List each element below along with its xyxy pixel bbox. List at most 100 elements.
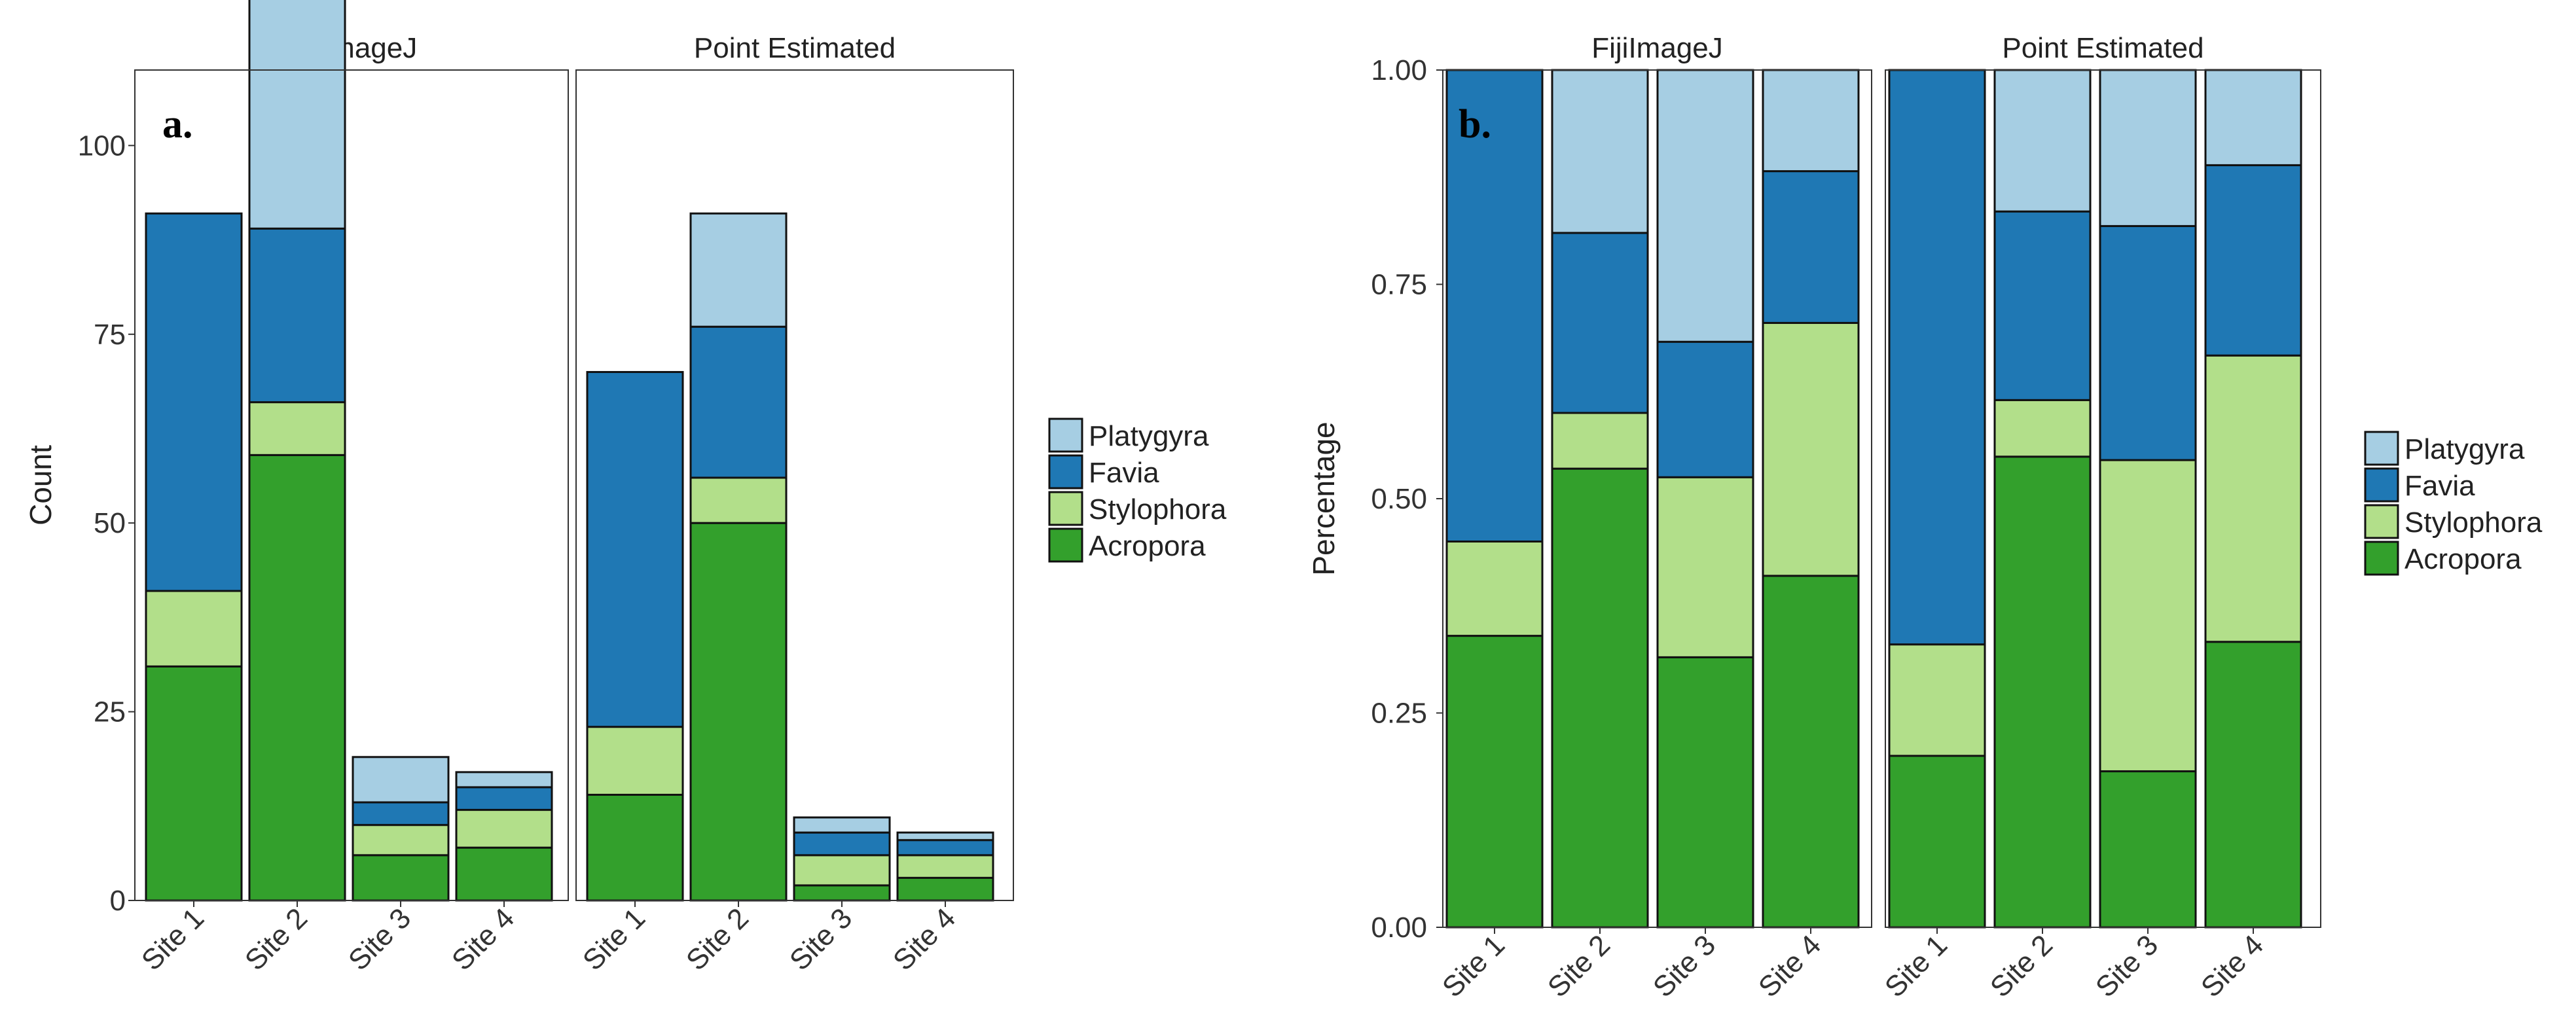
bar-stylophora-site-2	[1551, 412, 1649, 470]
facet-frame	[1885, 69, 2321, 928]
bar-stylophora-site-4	[455, 809, 553, 849]
legend-label-acropora: Acropora	[2404, 543, 2522, 575]
bar-favia-site-4	[455, 786, 553, 811]
bar-platygyra-site-4	[2204, 69, 2302, 166]
bar-favia-site-1	[1445, 69, 1544, 543]
bar-favia-site-3	[1656, 340, 1754, 478]
bar-acropora-site-1	[586, 793, 684, 902]
bar-favia-site-4	[1762, 170, 1860, 324]
bar-acropora-site-4	[455, 846, 553, 902]
x-tick-label: Site 1	[577, 902, 651, 976]
x-tick-label: Site 3	[342, 902, 417, 976]
bar-platygyra-site-3	[2099, 69, 2197, 227]
bar-stylophora-site-3	[352, 824, 450, 857]
bar-acropora-site-2	[248, 454, 346, 902]
x-tick-label: Site 2	[239, 902, 314, 976]
legend-swatch-favia	[2364, 467, 2399, 503]
bar-platygyra-site-4	[1762, 69, 1860, 173]
y-tick-label: 25	[94, 696, 126, 728]
legend-label-platygyra: Platygyra	[2404, 433, 2525, 465]
bar-acropora-site-2	[689, 522, 788, 902]
x-tick-label: Site 4	[446, 902, 520, 976]
bar-stylophora-site-1	[1445, 541, 1544, 637]
y-axis-title: Count	[24, 445, 58, 525]
legend: Platygyra Favia Stylophora Acropora	[2364, 431, 2543, 576]
legend-swatch-acropora	[2364, 541, 2399, 576]
bar-platygyra-site-2	[248, 0, 346, 230]
facet-title: Point Estimated	[694, 32, 896, 64]
y-tick-label: 0.00	[1371, 912, 1427, 944]
legend-label-platygyra: Platygyra	[1089, 420, 1209, 452]
x-tick-label: Site 2	[1542, 929, 1616, 1003]
y-tick-label: 100	[78, 130, 126, 162]
bar-acropora-site-3	[352, 854, 450, 902]
y-tick-label: 0.25	[1371, 698, 1427, 730]
bar-favia-site-1	[1888, 69, 1986, 646]
x-tick-label: Site 4	[2195, 929, 2270, 1003]
bar-favia-site-2	[1993, 210, 2092, 401]
bar-stylophora-site-2	[248, 401, 346, 456]
bar-favia-site-4	[2204, 164, 2302, 357]
bar-stylophora-site-1	[145, 590, 243, 667]
y-tick-label: 0.50	[1371, 483, 1427, 515]
bar-platygyra-site-3	[793, 816, 891, 834]
legend-label-stylophora: Stylophora	[1089, 493, 1227, 525]
x-tick-label: Site 3	[2090, 929, 2164, 1003]
bar-platygyra-site-4	[896, 831, 994, 842]
bar-favia-site-1	[586, 370, 684, 728]
bar-favia-site-4	[896, 839, 994, 857]
legend-label-stylophora: Stylophora	[2404, 507, 2543, 539]
legend: Platygyra Favia Stylophora Acropora	[1048, 418, 1227, 563]
bar-stylophora-site-4	[896, 854, 994, 879]
bar-stylophora-site-1	[586, 726, 684, 796]
legend-swatch-platygyra	[1048, 418, 1083, 453]
facet-title: Point Estimated	[2002, 32, 2204, 64]
legend-swatch-stylophora	[2364, 504, 2399, 539]
legend-swatch-acropora	[1048, 527, 1083, 563]
y-tick-label: 0.75	[1371, 269, 1427, 301]
facet-frame	[575, 69, 1014, 901]
bar-stylophora-site-4	[1762, 321, 1860, 577]
bar-acropora-site-3	[1656, 656, 1754, 929]
x-tick-label: Site 4	[887, 902, 962, 976]
y-tick-label: 75	[94, 319, 126, 351]
facet-point-estimated: Point Estimated Site 1 Site 2 Site 3 Site 4	[575, 32, 1014, 977]
bar-acropora-site-1	[145, 665, 243, 902]
bar-stylophora-site-3	[1656, 476, 1754, 658]
bar-favia-site-2	[689, 325, 788, 479]
bar-acropora-site-4	[2204, 641, 2302, 929]
y-tick-label: 50	[94, 507, 126, 539]
bar-acropora-site-4	[896, 876, 994, 902]
legend-swatch-platygyra	[2364, 431, 2399, 466]
bar-stylophora-site-2	[689, 476, 788, 524]
bar-favia-site-3	[2099, 224, 2197, 461]
bar-platygyra-site-2	[689, 212, 788, 328]
bar-stylophora-site-2	[1993, 399, 2092, 458]
legend-label-favia: Favia	[2404, 470, 2475, 502]
bar-acropora-site-1	[1888, 755, 1986, 929]
x-tick-label: Site 1	[136, 902, 210, 976]
legend-swatch-favia	[1048, 454, 1083, 489]
bar-platygyra-site-2	[1551, 69, 1649, 234]
panel-tag: b.	[1459, 102, 1491, 147]
legend-swatch-stylophora	[1048, 491, 1083, 526]
y-tick-label: 0	[110, 885, 126, 917]
bar-acropora-site-2	[1993, 455, 2092, 929]
bar-platygyra-site-3	[1656, 69, 1754, 343]
x-tick-label: Site 4	[1752, 929, 1827, 1003]
x-tick-label: Site 3	[784, 902, 858, 976]
facet-frame	[134, 69, 569, 901]
bar-stylophora-site-3	[793, 854, 891, 887]
x-tick-label: Site 2	[680, 902, 755, 976]
x-tick-label: Site 2	[1984, 929, 2059, 1003]
facet-title: FijiImageJ	[1591, 32, 1723, 64]
bar-platygyra-site-2	[1993, 69, 2092, 213]
facet-point-estimated: Point Estimated Site 1 Site 2 Site 3 Site 4	[1879, 32, 2321, 1004]
bar-favia-site-2	[248, 227, 346, 404]
bar-platygyra-site-4	[455, 771, 553, 789]
